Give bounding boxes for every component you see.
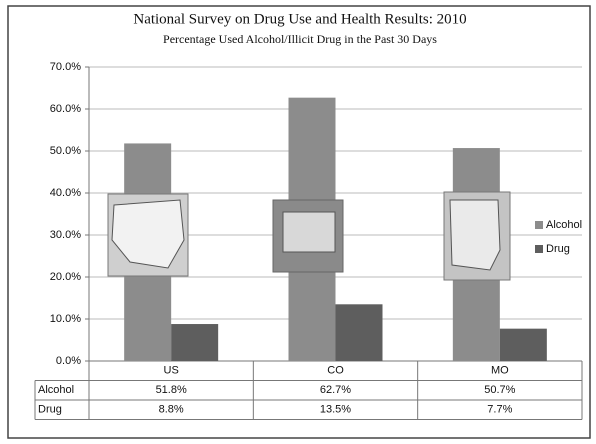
table-row-label: Alcohol bbox=[38, 384, 74, 396]
y-tick-label: 10.0% bbox=[50, 313, 81, 325]
bar bbox=[171, 324, 219, 361]
legend-label: Drug bbox=[546, 243, 570, 255]
table-value: 62.7% bbox=[320, 384, 351, 396]
y-tick-label: 0.0% bbox=[56, 355, 81, 367]
table-row-label: Drug bbox=[38, 404, 62, 416]
chart-subtitle: Percentage Used Alcohol/Illicit Drug in … bbox=[163, 32, 437, 46]
y-tick-label: 60.0% bbox=[50, 103, 81, 115]
bar bbox=[335, 304, 383, 361]
legend-label: Alcohol bbox=[546, 219, 582, 231]
table-value: 13.5% bbox=[320, 404, 351, 416]
legend-swatch bbox=[535, 245, 543, 253]
mo-state-shape bbox=[449, 199, 501, 271]
table-value: 51.8% bbox=[156, 384, 187, 396]
x-tick-label: US bbox=[164, 365, 179, 377]
table-value: 50.7% bbox=[484, 384, 515, 396]
co-state-shape bbox=[282, 211, 336, 253]
us-map-shape bbox=[111, 199, 185, 269]
chart-title: National Survey on Drug Use and Health R… bbox=[133, 11, 466, 27]
table-value: 7.7% bbox=[487, 404, 512, 416]
legend-swatch bbox=[535, 221, 543, 229]
y-tick-label: 30.0% bbox=[50, 229, 81, 241]
bar bbox=[499, 328, 547, 361]
y-tick-label: 70.0% bbox=[50, 61, 81, 73]
x-tick-label: CO bbox=[327, 365, 344, 377]
y-tick-label: 20.0% bbox=[50, 271, 81, 283]
table-value: 8.8% bbox=[159, 404, 184, 416]
y-tick-label: 40.0% bbox=[50, 187, 81, 199]
pictures bbox=[107, 191, 511, 281]
x-tick-label: MO bbox=[491, 365, 509, 377]
y-tick-label: 50.0% bbox=[50, 145, 81, 157]
